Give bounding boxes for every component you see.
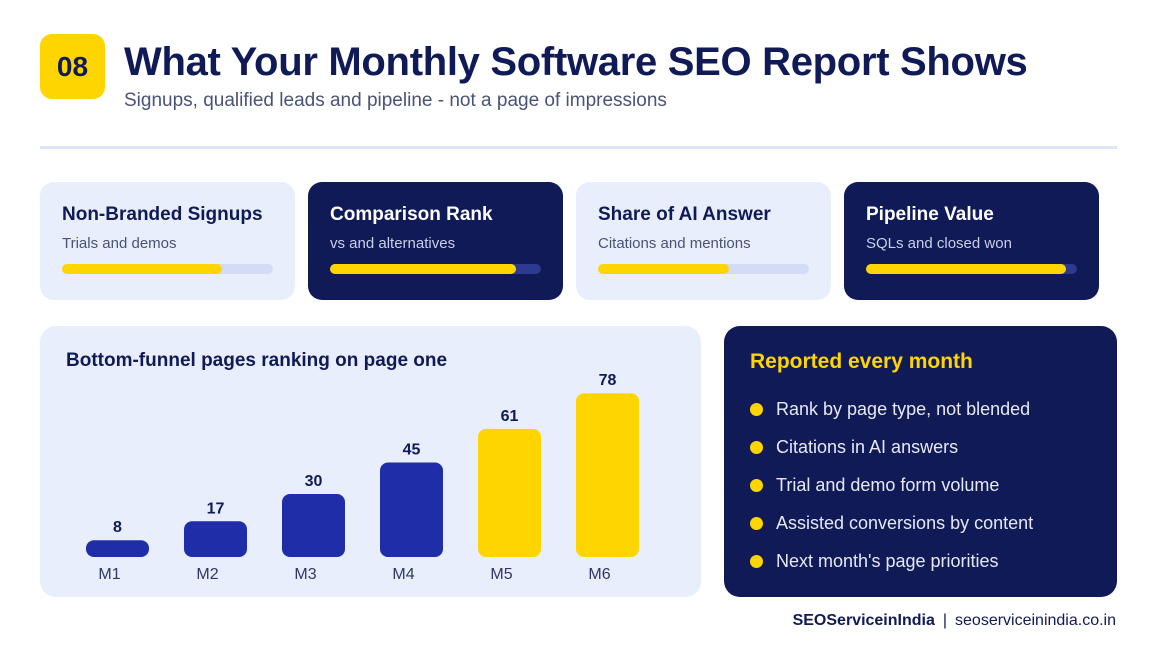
bar-value-label: 8 — [113, 519, 122, 536]
report-list-item: Assisted conversions by content — [750, 504, 1091, 542]
kpi-progress-fill — [598, 264, 729, 274]
report-item-text: Next month's page priorities — [776, 550, 999, 571]
kpi-subtitle: Trials and demos — [62, 235, 177, 252]
bar-chart-panel: Bottom-funnel pages ranking on page one … — [40, 326, 701, 597]
x-tick-label: M3 — [294, 566, 316, 583]
x-tick-label: M6 — [588, 566, 610, 583]
footer-brand: SEOServiceinIndia — [792, 612, 935, 629]
bullet-dot-icon — [750, 516, 763, 530]
kpi-progress-track — [62, 264, 273, 274]
kpi-card-pipeline-value: Pipeline Value SQLs and closed won — [844, 182, 1099, 300]
bullet-dot-icon — [750, 478, 763, 492]
report-title: Reported every month — [750, 350, 973, 373]
x-tick-label: M5 — [490, 566, 512, 583]
report-list-item: Rank by page type, not blended — [750, 390, 1091, 428]
bar-m1 — [86, 540, 149, 557]
report-item-text: Citations in AI answers — [776, 436, 959, 457]
kpi-progress-track — [330, 264, 541, 274]
kpi-subtitle: vs and alternatives — [330, 235, 456, 252]
footer-separator: | — [942, 612, 948, 629]
kpi-card-comparison-rank: Comparison Rank vs and alternatives — [308, 182, 563, 300]
kpi-title: Comparison Rank — [330, 204, 493, 225]
bar-m5 — [478, 428, 541, 557]
kpi-progress-fill — [62, 264, 223, 274]
report-list: Rank by page type, not blended Citations… — [750, 390, 1091, 580]
bar-m4 — [380, 462, 443, 557]
bar-m2 — [184, 521, 247, 557]
footer-credit: SEOServiceinIndia | seoserviceinindia.co.i… — [793, 612, 1116, 630]
kpi-progress-track — [598, 264, 809, 274]
bullet-dot-icon — [750, 440, 763, 454]
x-tick-label: M1 — [98, 566, 120, 583]
bar-value-label: 61 — [501, 408, 519, 425]
kpi-progress-fill — [866, 264, 1067, 274]
kpi-title: Pipeline Value — [866, 204, 994, 225]
bar-value-label: 78 — [599, 372, 617, 389]
page-subtitle: Signups, qualified leads and pipeline - … — [124, 90, 667, 111]
kpi-progress-track — [866, 264, 1077, 274]
kpi-card-non-branded-signups: Non-Branded Signups Trials and demos — [40, 182, 295, 300]
kpi-title: Non-Branded Signups — [62, 204, 263, 225]
report-item-text: Trial and demo form volume — [776, 474, 1000, 495]
kpi-subtitle: Citations and mentions — [598, 235, 751, 252]
bar-m3 — [282, 494, 345, 557]
bar-m6 — [576, 393, 639, 557]
report-item-text: Rank by page type, not blended — [776, 398, 1031, 419]
report-list-item: Next month's page priorities — [750, 542, 1091, 580]
kpi-subtitle: SQLs and closed won — [866, 235, 1012, 252]
chart-title: Bottom-funnel pages ranking on page one — [66, 350, 448, 371]
bar-value-label: 30 — [305, 473, 323, 490]
footer-url-link[interactable]: seoserviceinindia.co.in — [955, 612, 1116, 629]
section-number-badge: 08 — [40, 34, 105, 99]
header-divider — [40, 146, 1117, 149]
bar-value-label: 45 — [403, 442, 421, 459]
report-list-item: Trial and demo form volume — [750, 466, 1091, 504]
report-item-text: Assisted conversions by content — [776, 512, 1034, 533]
bar-chart: 8 M1 17 M2 30 M3 45 M4 61 M5 78 M6 — [86, 372, 639, 583]
x-tick-label: M4 — [392, 566, 414, 583]
bullet-dot-icon — [750, 402, 763, 416]
kpi-card-share-of-ai-answer: Share of AI Answer Citations and mention… — [576, 182, 831, 300]
kpi-progress-fill — [330, 264, 516, 274]
page-title: What Your Monthly Software SEO Report Sh… — [124, 40, 1028, 84]
x-tick-label: M2 — [196, 566, 218, 583]
report-list-item: Citations in AI answers — [750, 428, 1091, 466]
bar-value-label: 17 — [207, 500, 225, 517]
monthly-report-panel: Reported every month Rank by page type, … — [724, 326, 1117, 597]
bullet-dot-icon — [750, 554, 763, 568]
kpi-title: Share of AI Answer — [598, 204, 771, 225]
